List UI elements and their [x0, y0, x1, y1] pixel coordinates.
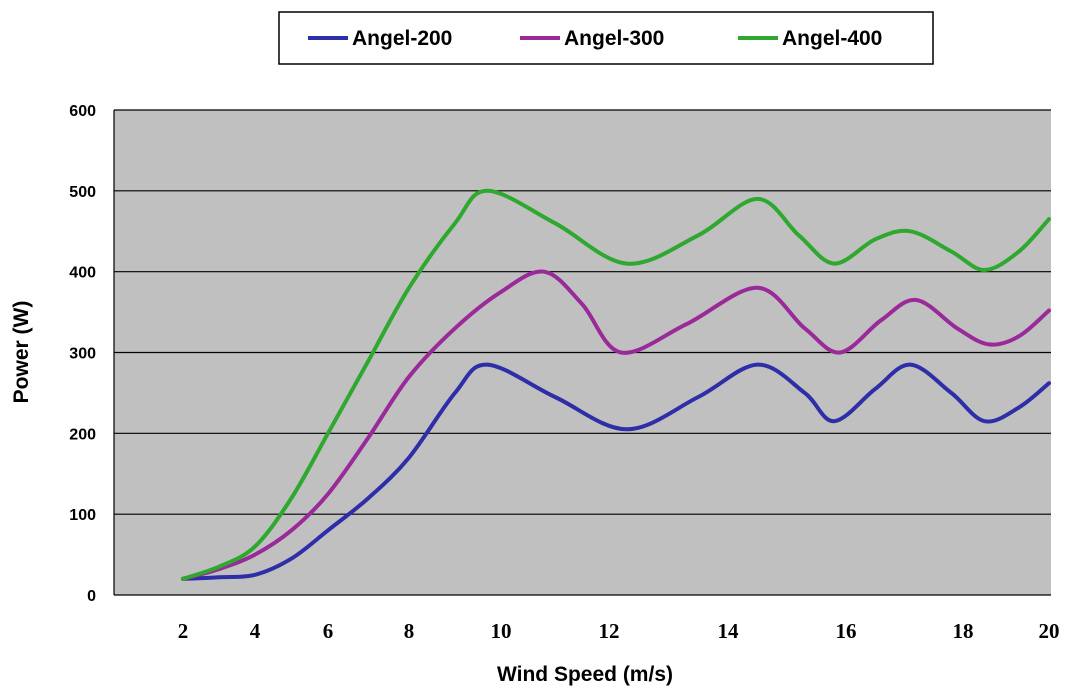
legend-label-angel-300: Angel-300: [564, 27, 664, 50]
y-tick-label: 500: [69, 184, 96, 201]
x-tick-label: 10: [491, 619, 512, 643]
x-axis-title: Wind Speed (m/s): [497, 663, 673, 686]
series-lines: [181, 188, 1051, 581]
y-tick-label: 100: [69, 507, 96, 524]
x-axis-ticks: 2 4 6 8 10 12 14 16 18 20: [178, 619, 1060, 643]
x-tick-label: 12: [599, 619, 620, 643]
y-tick-label: 400: [69, 265, 96, 282]
x-tick-label: 18: [953, 619, 974, 643]
x-tick-label: 2: [178, 619, 189, 643]
x-tick-label: 16: [836, 619, 857, 643]
series-line-angel-200: [181, 362, 1051, 581]
x-tick-label: 4: [250, 619, 261, 643]
legend-box: [278, 11, 934, 65]
x-tick-label: 14: [718, 619, 740, 643]
x-tick-label: 6: [323, 619, 334, 643]
y-tick-label: 200: [69, 426, 96, 443]
series-line-angel-300: [181, 269, 1051, 581]
x-tick-label: 20: [1039, 619, 1060, 643]
y-axis-ticks: 0 100 200 300 400 500 600: [69, 103, 96, 605]
grid-lines: [113, 109, 1051, 596]
legend-label-angel-400: Angel-400: [782, 27, 882, 50]
y-tick-label: 0: [87, 588, 96, 605]
y-tick-label: 600: [69, 103, 96, 120]
y-tick-label: 300: [69, 346, 96, 363]
x-tick-label: 8: [404, 619, 415, 643]
series-line-angel-400: [181, 188, 1051, 581]
legend: Angel-200 Angel-300 Angel-400: [278, 11, 934, 65]
legend-label-angel-200: Angel-200: [352, 27, 452, 50]
y-axis-title: Power (W): [10, 301, 33, 404]
